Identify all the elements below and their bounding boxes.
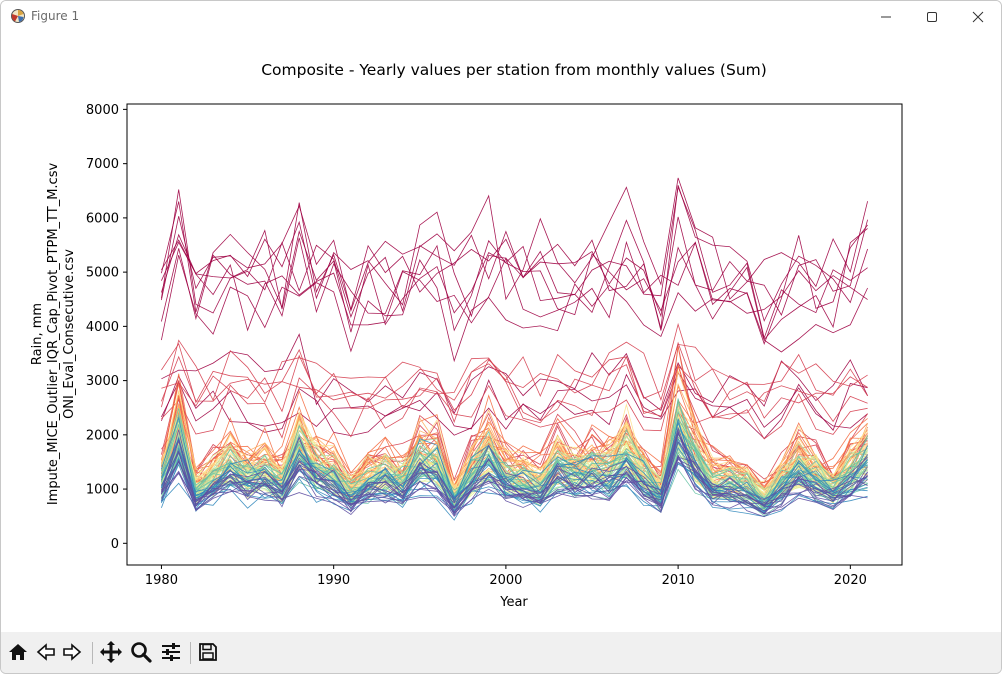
rain-line-chart: Composite - Yearly values per station fr… [30,61,903,610]
y-axis-label-line-2: Impute_MICE_Outlier_IQR_Cap_Pivot_PTPM_T… [46,163,61,506]
y-tick-label: 1000 [86,483,119,498]
y-tick-label: 2000 [86,428,119,443]
save-button[interactable] [195,639,221,665]
navigation-toolbar [1,632,1001,673]
figure-canvas[interactable]: Composite - Yearly values per station fr… [1,32,1001,632]
minimize-icon [881,16,891,17]
x-tick-label: 2020 [834,573,867,588]
station-series-line [161,177,868,312]
close-button[interactable] [955,1,1001,32]
home-button[interactable] [5,639,31,665]
station-series-line [161,416,868,508]
x-tick-label: 2010 [662,573,695,588]
station-series-line [161,355,868,424]
station-series-line [161,185,868,340]
y-tick-label: 7000 [86,157,119,172]
station-series-line [161,456,868,516]
plot-area-frame [126,103,903,566]
station-series-line [161,219,868,341]
minimize-button[interactable] [863,1,909,32]
station-series-line [161,460,868,518]
y-axis-label-line-3: ONI_Eval_Consecutive.csv [62,249,77,419]
station-series-line [161,439,868,514]
station-series-line [161,371,868,440]
station-series-line [161,339,868,409]
y-axis: 0 1000 2000 3000 4000 5000 6000 7000 8000 [86,103,127,552]
toolbar-separator [190,642,191,664]
station-series-line [161,411,868,493]
back-button[interactable] [33,639,59,665]
station-series-line [161,380,868,437]
back-arrow-icon [36,643,55,661]
close-icon [972,11,984,22]
station-series-line [161,185,868,329]
y-tick-label: 0 [111,537,119,552]
zoom-button[interactable] [128,639,154,665]
y-axis-label: Rain, mm Impute_MICE_Outlier_IQR_Cap_Piv… [30,163,77,506]
toolbar-separator [92,642,93,664]
station-series-line [161,431,868,513]
y-tick-label: 8000 [86,103,119,118]
station-series-line [161,418,868,504]
configure-subplots-button[interactable] [158,639,184,665]
x-axis: 1980 1990 2000 2010 2020 [145,565,867,588]
chart-title: Composite - Yearly values per station fr… [261,61,767,79]
forward-button[interactable] [59,639,85,665]
x-axis-label: Year [499,595,528,610]
zoom-icon [131,642,152,663]
x-tick-label: 2000 [489,573,522,588]
station-series-line [161,458,868,517]
y-tick-label: 5000 [86,266,119,281]
maximize-icon [927,11,937,22]
station-series-line [161,408,868,500]
station-series-line [161,322,868,404]
x-tick-label: 1990 [317,573,350,588]
move-icon [100,641,122,663]
station-series-line [161,254,868,363]
series-layer [161,177,868,521]
title-bar: Figure 1 [1,1,1001,32]
sliders-icon [162,643,180,661]
y-tick-label: 6000 [86,211,119,226]
station-series-line [161,363,868,440]
window-title: Figure 1 [31,9,80,23]
x-tick-label: 1980 [145,573,178,588]
forward-arrow-icon [63,643,82,661]
station-series-line [161,426,868,505]
station-series-line [161,201,868,318]
station-series-line [161,431,868,514]
home-icon [9,644,27,660]
y-tick-label: 3000 [86,374,119,389]
station-series-line [161,239,868,332]
y-axis-label-line-1: Rain, mm [30,303,45,365]
matplotlib-app-icon [11,9,25,23]
y-tick-label: 4000 [86,320,119,335]
station-series-line [161,454,868,514]
station-series-line [161,341,868,422]
station-series-line [161,224,868,345]
save-icon [199,643,217,661]
pan-button[interactable] [98,639,124,665]
station-series-line [161,333,868,415]
maximize-button[interactable] [909,1,955,32]
